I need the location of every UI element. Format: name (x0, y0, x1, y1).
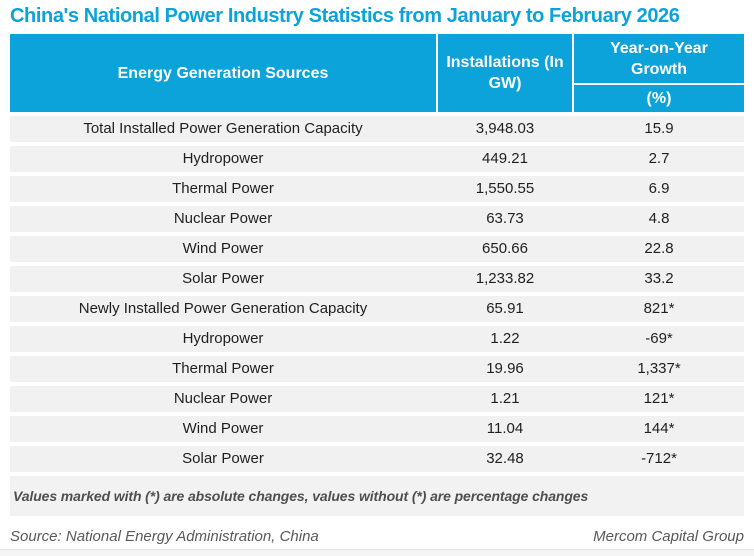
row-growth: 15.9 (644, 120, 674, 137)
row-growth: 2.7 (648, 150, 670, 167)
row-label: Hydropower (182, 150, 264, 167)
table-row: Nuclear Power 1.21 121* (10, 386, 744, 412)
header-cell-growth: Year-on-Year Growth (%) (574, 34, 744, 112)
table-row: Thermal Power 1,550.55 6.9 (10, 176, 744, 202)
page-title: China's National Power Industry Statisti… (10, 5, 680, 27)
row-label: Nuclear Power (173, 210, 273, 227)
row-growth: 121* (643, 390, 675, 407)
row-label: Thermal Power (172, 180, 274, 197)
row-label: Wind Power (182, 420, 264, 437)
row-installations: 19.96 (486, 360, 524, 377)
row-installations: 1,550.55 (475, 180, 535, 197)
header-growth-text: Year-on-Year Growth (610, 39, 708, 78)
row-installations: 1,233.82 (475, 270, 535, 287)
row-installations: 65.91 (486, 300, 524, 317)
row-installations: 650.66 (482, 240, 528, 257)
header-cell-installations: Installations (In GW) (438, 34, 572, 112)
row-growth: 4.8 (648, 210, 670, 227)
header-growth-unit: (%) (574, 85, 744, 112)
row-installations: 32.48 (486, 450, 524, 467)
row-label: Nuclear Power (173, 390, 273, 407)
table-row: Thermal Power 19.96 1,337* (10, 356, 744, 382)
row-growth: 33.2 (644, 270, 674, 287)
row-label: Hydropower (182, 330, 264, 347)
row-growth: 22.8 (644, 240, 674, 257)
row-label: Thermal Power (172, 360, 274, 377)
header-cell-sources: Energy Generation Sources (10, 34, 436, 112)
row-label: Solar Power (182, 270, 264, 287)
row-growth: -69* (645, 330, 673, 347)
row-growth: -712* (641, 450, 677, 467)
row-label: Newly Installed Power Generation Capacit… (78, 300, 368, 317)
source-bar: Source: National Energy Administration, … (10, 528, 744, 545)
row-installations: 63.73 (486, 210, 524, 227)
row-growth: 6.9 (648, 180, 670, 197)
footnote: Values marked with (*) are absolute chan… (10, 476, 744, 516)
table-row: Solar Power 1,233.82 33.2 (10, 266, 744, 292)
row-growth: 821* (643, 300, 675, 317)
row-growth: 144* (643, 420, 675, 437)
header-growth-label: Year-on-Year Growth (574, 34, 744, 83)
row-growth: 1,337* (637, 360, 681, 377)
row-installations: 11.04 (486, 420, 524, 437)
table-row: Wind Power 650.66 22.8 (10, 236, 744, 262)
row-label: Wind Power (182, 240, 264, 257)
attribution-text: Mercom Capital Group (593, 528, 744, 545)
row-installations: 3,948.03 (475, 120, 535, 137)
table-row: Solar Power 32.48 -712* (10, 446, 744, 472)
row-installations: 449.21 (482, 150, 528, 167)
row-label: Total Installed Power Generation Capacit… (83, 120, 363, 137)
table-row: Newly Installed Power Generation Capacit… (10, 296, 744, 322)
table-row: Hydropower 1.22 -69* (10, 326, 744, 352)
table-row: Total Installed Power Generation Capacit… (10, 116, 744, 142)
source-text: Source: National Energy Administration, … (10, 528, 319, 545)
bottom-strip (0, 549, 754, 556)
table-row: Hydropower 449.21 2.7 (10, 146, 744, 172)
row-installations: 1.21 (490, 390, 520, 407)
row-label: Solar Power (182, 450, 264, 467)
table-header: Energy Generation Sources Installations … (10, 34, 744, 112)
table-row: Wind Power 11.04 144* (10, 416, 744, 442)
stats-table: Energy Generation Sources Installations … (10, 34, 744, 516)
table-body: Total Installed Power Generation Capacit… (10, 116, 744, 472)
table-row: Nuclear Power 63.73 4.8 (10, 206, 744, 232)
row-installations: 1.22 (490, 330, 520, 347)
